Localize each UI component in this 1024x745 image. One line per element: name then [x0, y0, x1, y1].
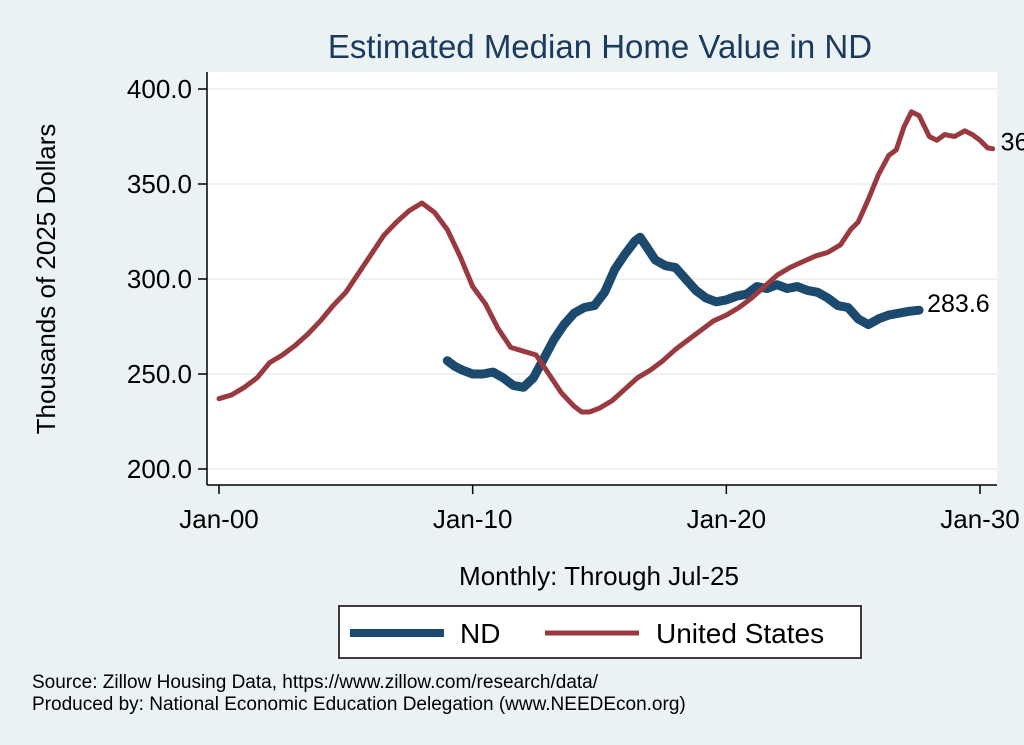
end-labels: 283.6 368.6	[927, 129, 1024, 319]
series-line-nd	[442, 232, 924, 392]
producer-note: Produced by: National Economic Education…	[32, 694, 686, 715]
series-line-united-states	[216, 109, 996, 415]
axes: 200.0 250.0 300.0 350.0 400.0 Jan-00 Jan-10 Jan…	[127, 72, 1020, 534]
y-tick-label: 400.0	[127, 74, 192, 104]
y-axis-label: Thousands of 2025 Dollars	[31, 124, 61, 435]
end-label-nd: 283.6	[927, 290, 990, 318]
x-tick-label: Jan-20	[687, 504, 767, 534]
y-tick-label: 300.0	[127, 264, 192, 294]
legend-label-united-states: United States	[656, 618, 824, 649]
gridlines	[207, 88, 997, 470]
x-axis-label: Monthly: Through Jul-25	[459, 561, 739, 591]
end-label-united-states: 368.6	[1001, 129, 1024, 157]
legend: ND United States	[338, 605, 862, 659]
y-tick-label: 350.0	[127, 169, 192, 199]
source-note: Source: Zillow Housing Data, https://www…	[32, 672, 599, 693]
x-tick-label: Jan-00	[179, 504, 259, 534]
y-tick-label: 250.0	[127, 359, 192, 389]
x-tick-label: Jan-30	[940, 504, 1020, 534]
y-tick-label: 200.0	[127, 454, 192, 484]
x-tick-label: Jan-10	[433, 504, 513, 534]
legend-label-nd: ND	[460, 618, 500, 649]
chart-title: Estimated Median Home Value in ND	[328, 28, 872, 65]
series-layer	[216, 109, 996, 415]
